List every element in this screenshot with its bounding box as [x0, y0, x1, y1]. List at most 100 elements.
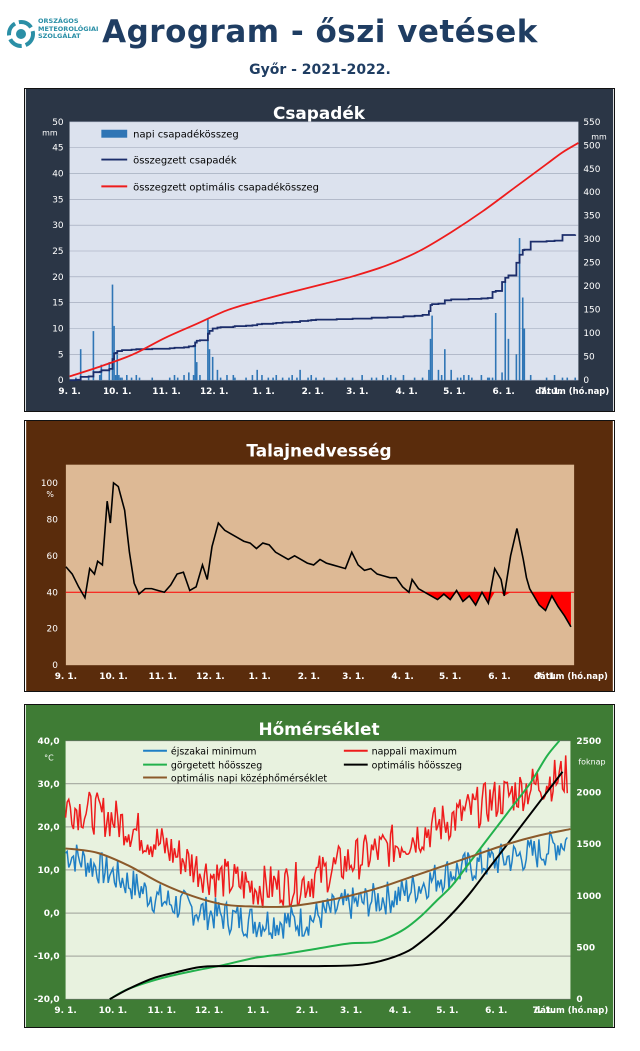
y2-unit: foknap — [578, 758, 605, 767]
precipitation-chart: Csapadék 0510152025303540455005010015020… — [24, 88, 615, 412]
soil-moisture-chart: Talajnedvesség 0 20 40 60 80 100% 9. 1. 10. 1. 1… — [24, 420, 615, 692]
precip-bar — [114, 375, 117, 381]
precip-bar — [421, 377, 424, 381]
y-tick-label: 20 — [52, 273, 64, 283]
precip-bar — [488, 377, 491, 381]
precip-bar — [138, 377, 141, 381]
precip-bar — [574, 377, 577, 381]
precip-bar — [119, 377, 122, 381]
precip-bar — [521, 297, 524, 381]
precip-bar — [173, 375, 176, 381]
precip-bar — [459, 377, 462, 381]
y2-tick-label: 1500 — [576, 840, 601, 850]
precip-bar — [92, 331, 95, 381]
precip-bar — [234, 377, 236, 381]
precip-bar — [351, 377, 354, 381]
x-tick-label: 10. 1. — [103, 387, 132, 397]
precip-bar — [135, 375, 138, 381]
soil-title: Talajnedvesség — [246, 441, 391, 461]
x-tick-label: 9. 1. — [55, 672, 77, 682]
temp-series-line-1 — [64, 755, 569, 908]
y-tick-label: 40 — [47, 588, 59, 598]
soil-moisture-line — [65, 481, 572, 628]
precip-bar — [413, 377, 416, 381]
precip-bar — [126, 375, 128, 381]
y-tick-label: 45 — [52, 144, 63, 154]
precip-bar — [515, 354, 518, 381]
soil-plot-area — [65, 464, 575, 666]
y-tick-label: 50 — [52, 118, 64, 128]
precip-bar — [553, 375, 556, 381]
x-tick-label: 11. 1. — [148, 672, 177, 682]
x-tick-label: 12. 1. — [196, 672, 225, 682]
precip-bar — [116, 354, 119, 381]
precip-bar — [216, 369, 219, 381]
y2-tick-label: 250 — [583, 259, 600, 269]
legend-rolling-label: görgetett hőösszeg — [171, 761, 262, 772]
x-tick-label: 4. 1. — [395, 387, 417, 397]
x-axis-label: dátum (hó.nap) — [534, 671, 608, 681]
precip-bar — [467, 375, 470, 381]
precip-bar — [121, 377, 123, 381]
temp-title: Hőmérséklet — [258, 719, 379, 739]
x-tick-label: 4. 1. — [391, 672, 413, 682]
precip-bar — [561, 377, 564, 381]
precip-bar — [456, 377, 459, 381]
precip-bar — [275, 375, 278, 381]
x-tick-label: 6. 1. — [492, 387, 514, 397]
precip-bar — [529, 375, 532, 381]
y-tick-label: 80 — [47, 515, 59, 525]
precip-bar — [151, 377, 154, 381]
precip-bar — [370, 377, 373, 381]
y-unit: mm — [42, 129, 58, 138]
x-tick-label: 5. 1. — [439, 672, 461, 682]
precip-bar — [111, 284, 114, 381]
x-tick-label: 11. 1. — [152, 387, 181, 397]
precip-bar — [444, 349, 446, 381]
precip-bar — [256, 369, 258, 381]
optimal-precip-line — [69, 142, 579, 378]
precip-bar — [219, 377, 222, 381]
precip-bar — [211, 356, 214, 381]
precip-bar — [98, 375, 101, 381]
y-tick-label: -20,0 — [34, 995, 60, 1005]
precip-bar — [267, 377, 270, 381]
y2-tick-label: 500 — [576, 943, 595, 953]
omsz-logo-icon — [7, 20, 35, 48]
precip-bar — [471, 377, 473, 381]
y-tick-label: 30,0 — [38, 780, 60, 790]
y2-tick-label: 50 — [583, 353, 595, 363]
precip-bar — [130, 377, 133, 381]
legend-min-label: éjszakai minimum — [171, 747, 257, 758]
y-unit: °C — [44, 754, 54, 763]
y-tick-label: 40,0 — [38, 737, 60, 747]
precip-bar — [463, 375, 465, 381]
legend-swatch-daily — [101, 129, 128, 138]
precip-bar — [389, 375, 392, 381]
y-tick-label: 20,0 — [38, 823, 60, 833]
precip-bar — [79, 349, 82, 381]
y-tick-label: 15 — [52, 299, 63, 309]
precip-bar — [394, 377, 397, 381]
precip-bar — [431, 315, 433, 381]
y-tick-label: 0 — [58, 376, 64, 386]
x-tick-label: 5. 1. — [436, 1006, 458, 1016]
precip-bar — [310, 375, 313, 381]
precip-title: Csapadék — [273, 103, 366, 123]
precip-bar — [299, 369, 301, 381]
precip-bar — [192, 375, 195, 381]
y-tick-label: 100 — [41, 479, 58, 489]
precip-bar — [504, 282, 507, 381]
x-tick-label: 1. 1. — [247, 1006, 269, 1016]
precip-bar — [207, 318, 209, 381]
y-tick-label: 0 — [52, 661, 58, 671]
precip-bar — [335, 377, 338, 381]
y-tick-label: 40 — [52, 169, 64, 179]
temp-legend: éjszakai minimum görgetett hőösszeg opti… — [143, 747, 462, 785]
precip-bar — [382, 375, 384, 381]
y2-tick-label: 2500 — [576, 737, 601, 747]
precip-bar — [386, 377, 389, 381]
precip-bar — [402, 375, 405, 381]
precip-bar — [281, 377, 284, 381]
precip-bar — [307, 377, 309, 381]
